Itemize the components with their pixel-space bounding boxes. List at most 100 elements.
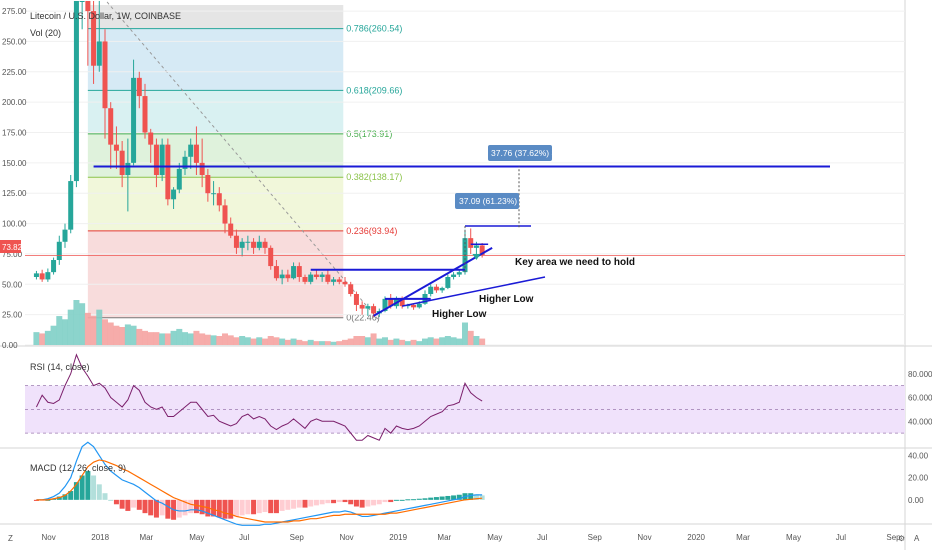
zoom-icon[interactable]: Z [8, 534, 13, 543]
volume-bar [67, 309, 74, 345]
rsi-line [35, 353, 483, 441]
rsi-axis-tick: 60.0000 [908, 394, 932, 403]
candle-body [388, 298, 394, 307]
candle-body [165, 144, 171, 200]
price-axis-tick: 200.00 [2, 98, 27, 107]
candle-body [451, 274, 457, 277]
candle-body [56, 241, 62, 260]
candle-body [102, 41, 108, 109]
volume-bars [33, 300, 486, 345]
macd-histogram-bar [428, 497, 434, 500]
macd-histogram-bar [411, 499, 417, 501]
fib-level-label: 0.382(138.17) [346, 172, 402, 182]
macd-histogram-bar [451, 495, 457, 500]
candle-body [193, 144, 199, 163]
macd-histogram-bar [125, 499, 131, 511]
candle-body [199, 162, 205, 175]
uptrend-line [373, 246, 493, 317]
candle-body [62, 229, 68, 242]
macd-histogram-bar [405, 499, 411, 501]
candle-body [131, 77, 137, 163]
volume-bar [456, 338, 463, 345]
volume-bar [376, 338, 383, 345]
volume-bar [296, 339, 303, 345]
price-axis-tick: 225.00 [2, 68, 27, 77]
volume-bar [142, 330, 148, 345]
macd-histogram-bar [359, 499, 365, 508]
macd-histogram-bar [136, 499, 142, 510]
volume-bar [176, 328, 183, 345]
candle-body [325, 274, 331, 282]
time-axis-tick: Nov [637, 533, 651, 542]
macd-histogram-bar [296, 499, 302, 508]
volume-bar [370, 333, 377, 345]
macd-histogram-bar [85, 471, 91, 500]
price-axis-tick: 275.00 [2, 7, 27, 16]
time-axis-tick: 2019 [389, 533, 407, 542]
macd-histogram-bar [142, 499, 148, 514]
candle-body [479, 245, 485, 256]
volume-bar [73, 300, 80, 345]
rsi-title: RSI (14, close) [30, 362, 90, 372]
time-axis-tick: Nov [41, 533, 55, 542]
candle-body [291, 266, 297, 279]
candle-body [268, 247, 274, 267]
volume-bar [382, 337, 388, 345]
candle-body [182, 156, 188, 169]
volume-bar [273, 337, 280, 345]
auto-scale-icon[interactable]: A [914, 534, 920, 543]
volume-bar [102, 319, 108, 345]
macd-histogram-bar [113, 499, 119, 505]
candle-body [256, 241, 262, 248]
macd-histogram-bar [68, 490, 74, 500]
candle-body [108, 108, 114, 145]
macd-histogram-bar [251, 499, 257, 515]
fib-zone [87, 133, 344, 178]
volume-bar [50, 325, 57, 345]
volume-bar [96, 309, 103, 345]
current-price-badge [0, 240, 21, 253]
volume-bar [130, 325, 137, 345]
macd-histogram-bar [222, 499, 228, 519]
macd-histogram-bar [388, 499, 394, 503]
volume-bar [84, 312, 91, 345]
time-axis-tick: Mar [736, 533, 750, 542]
fib-zone [87, 28, 344, 91]
rsi-pane [25, 353, 905, 441]
macd-histogram-bar [319, 499, 325, 505]
volume-bar [199, 333, 206, 345]
volume-bar [284, 339, 291, 345]
macd-histogram-bar [256, 499, 262, 514]
candle-body [399, 298, 405, 307]
fib-level-label: 0(22.46) [346, 313, 380, 323]
macd-histogram-bar [91, 475, 97, 500]
candle-body [468, 238, 474, 248]
volume-bar [444, 336, 451, 345]
volume-bar [359, 336, 366, 345]
settings-icon[interactable]: ⚙ [898, 534, 905, 543]
volume-bar [439, 337, 446, 345]
candle-body [308, 274, 314, 282]
volume-bar [113, 325, 120, 345]
time-axis-tick: 2018 [91, 533, 109, 542]
candle-body [348, 284, 354, 294]
macd-histogram-bar [182, 499, 188, 516]
candle-body [113, 144, 119, 151]
volume-bar [313, 341, 320, 345]
macd-histogram-bar [433, 497, 439, 500]
volume-bar [90, 316, 97, 345]
user-drawings[interactable] [93, 165, 830, 317]
macd-histogram-bar [422, 498, 428, 500]
candle-body [239, 241, 245, 248]
candle-body [302, 277, 308, 282]
volume-bar [462, 322, 468, 345]
volume-bar [410, 339, 417, 345]
candle-body [353, 294, 359, 305]
candle-body [313, 274, 319, 277]
macd-histogram-bar [348, 499, 354, 505]
macd-histogram-bar [228, 499, 234, 519]
macd-histogram-bar [416, 498, 422, 500]
candle-body [456, 272, 462, 275]
volume-bar [164, 333, 171, 345]
